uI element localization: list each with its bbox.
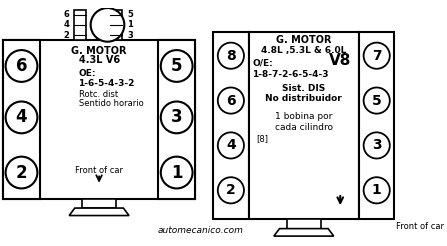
- Text: 3: 3: [127, 31, 133, 40]
- Text: Sentido horario: Sentido horario: [79, 99, 143, 108]
- Circle shape: [91, 8, 124, 42]
- Text: No distribuidor: No distribuidor: [266, 94, 342, 103]
- Bar: [213, 32, 249, 219]
- Text: 3: 3: [171, 108, 182, 126]
- Text: 5: 5: [171, 57, 182, 75]
- Bar: [110, 10, 122, 40]
- Polygon shape: [69, 208, 129, 215]
- Bar: [158, 40, 195, 199]
- Text: Rotc. dist: Rotc. dist: [79, 90, 118, 99]
- Text: 2: 2: [63, 31, 69, 40]
- Text: 6: 6: [16, 57, 27, 75]
- Circle shape: [6, 157, 38, 188]
- Circle shape: [6, 102, 38, 133]
- Text: 4.3L V6: 4.3L V6: [79, 55, 120, 65]
- Text: 6: 6: [63, 10, 69, 19]
- Text: automecanico.com: automecanico.com: [158, 226, 244, 235]
- Circle shape: [363, 43, 390, 69]
- Text: 5: 5: [372, 93, 382, 108]
- Circle shape: [161, 50, 193, 82]
- Text: Sist. DIS: Sist. DIS: [282, 84, 325, 93]
- Circle shape: [218, 43, 244, 69]
- Text: 8: 8: [226, 49, 236, 63]
- Polygon shape: [274, 229, 334, 236]
- Bar: [82, 199, 116, 208]
- Text: OE:: OE:: [79, 69, 96, 78]
- Circle shape: [218, 132, 244, 158]
- Text: 1: 1: [171, 164, 182, 182]
- Circle shape: [161, 157, 193, 188]
- Text: 5: 5: [127, 10, 133, 19]
- Bar: [3, 40, 195, 199]
- Text: 2: 2: [226, 183, 236, 197]
- Text: 1: 1: [127, 20, 133, 29]
- Text: Front of car: Front of car: [396, 222, 444, 231]
- Bar: [74, 10, 86, 40]
- Text: V8: V8: [329, 53, 351, 68]
- Text: G. MOTOR: G. MOTOR: [72, 46, 127, 56]
- Circle shape: [6, 50, 38, 82]
- Text: 6: 6: [226, 93, 236, 108]
- Text: 1-6-5-4-3-2: 1-6-5-4-3-2: [79, 79, 135, 88]
- Circle shape: [363, 132, 390, 158]
- Bar: [287, 219, 320, 229]
- Text: 4: 4: [226, 138, 236, 153]
- Text: 2: 2: [16, 164, 27, 182]
- Text: cada cilindro: cada cilindro: [275, 123, 333, 132]
- Text: O/E:: O/E:: [253, 59, 273, 68]
- Circle shape: [363, 177, 390, 203]
- Bar: [359, 32, 394, 219]
- Circle shape: [218, 88, 244, 114]
- Circle shape: [363, 88, 390, 114]
- Text: 4: 4: [16, 108, 27, 126]
- Text: 7: 7: [372, 49, 381, 63]
- Text: 1-8-7-2-6-5-4-3: 1-8-7-2-6-5-4-3: [253, 70, 329, 79]
- Bar: [3, 40, 40, 199]
- Text: 1: 1: [372, 183, 382, 197]
- Text: G. MOTOR: G. MOTOR: [276, 35, 332, 45]
- Text: 1 bobina por: 1 bobina por: [275, 112, 333, 121]
- Text: [8]: [8]: [256, 134, 268, 143]
- Circle shape: [161, 102, 193, 133]
- Text: Front of car: Front of car: [75, 166, 123, 175]
- Circle shape: [218, 177, 244, 203]
- Bar: [249, 32, 359, 219]
- Text: 3: 3: [372, 138, 381, 153]
- Text: 4.8L ,5.3L & 6.0L: 4.8L ,5.3L & 6.0L: [261, 46, 346, 55]
- Text: 4: 4: [63, 20, 69, 29]
